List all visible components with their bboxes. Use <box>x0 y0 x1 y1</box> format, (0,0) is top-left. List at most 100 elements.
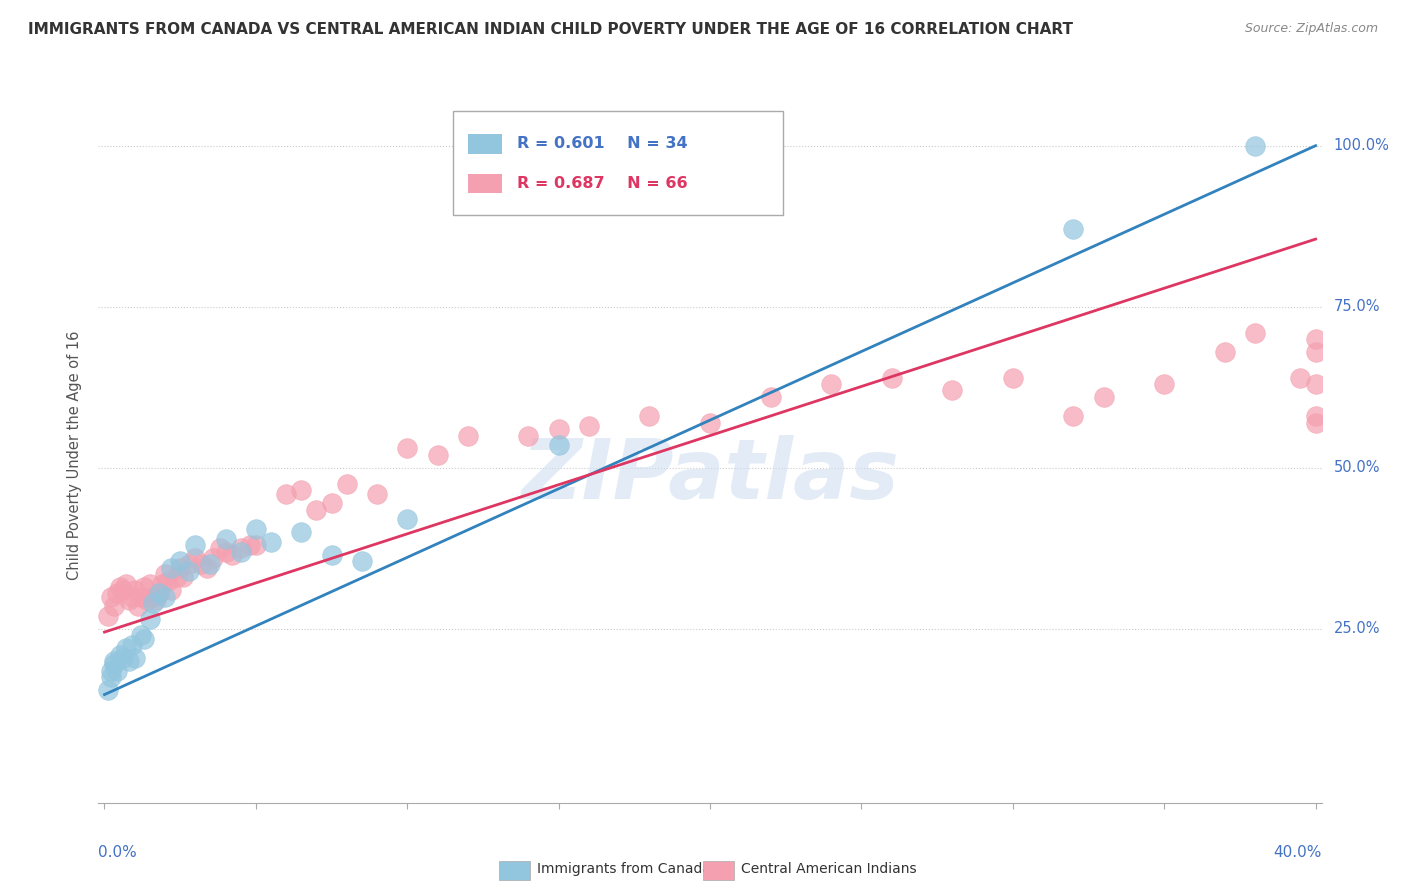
Point <box>1213 344 1236 359</box>
Point <box>202 551 225 566</box>
Text: Source: ZipAtlas.com: Source: ZipAtlas.com <box>1244 22 1378 36</box>
Point <box>321 496 343 510</box>
Point <box>396 442 419 456</box>
Point <box>179 564 201 578</box>
Point <box>350 554 373 568</box>
Point <box>172 570 194 584</box>
Point <box>880 370 903 384</box>
Point <box>200 558 222 572</box>
Point <box>426 448 449 462</box>
Point <box>111 651 134 665</box>
Point <box>148 586 170 600</box>
Point <box>103 599 125 614</box>
Point <box>184 538 207 552</box>
Point <box>148 586 170 600</box>
Point <box>1305 416 1327 430</box>
Text: Immigrants from Canada: Immigrants from Canada <box>537 862 711 876</box>
Point <box>290 483 312 498</box>
Point <box>132 580 155 594</box>
Point <box>547 438 569 452</box>
Point <box>157 574 180 588</box>
Point <box>1244 326 1267 340</box>
Text: IMMIGRANTS FROM CANADA VS CENTRAL AMERICAN INDIAN CHILD POVERTY UNDER THE AGE OF: IMMIGRANTS FROM CANADA VS CENTRAL AMERIC… <box>28 22 1073 37</box>
Point <box>100 664 122 678</box>
Point <box>396 512 419 526</box>
Text: Central American Indians: Central American Indians <box>741 862 917 876</box>
Point <box>184 551 207 566</box>
Point <box>105 664 128 678</box>
Point <box>1305 377 1327 392</box>
Y-axis label: Child Poverty Under the Age of 16: Child Poverty Under the Age of 16 <box>67 330 83 580</box>
Point <box>100 670 122 684</box>
Point <box>820 377 842 392</box>
FancyBboxPatch shape <box>468 134 502 153</box>
FancyBboxPatch shape <box>453 111 783 215</box>
Point <box>118 654 141 668</box>
Point <box>145 592 167 607</box>
Point <box>214 544 236 558</box>
Point <box>1305 332 1327 346</box>
Point <box>547 422 569 436</box>
Point <box>245 538 267 552</box>
Point <box>197 560 219 574</box>
Point <box>239 538 262 552</box>
FancyBboxPatch shape <box>468 174 502 194</box>
Point <box>321 548 343 562</box>
Point <box>305 502 328 516</box>
Point <box>941 384 963 398</box>
Text: 0.0%: 0.0% <box>98 845 138 860</box>
Point <box>142 590 165 604</box>
Text: 25.0%: 25.0% <box>1334 622 1381 636</box>
Text: 50.0%: 50.0% <box>1334 460 1381 475</box>
Point <box>1001 370 1024 384</box>
Point <box>150 576 173 591</box>
Point <box>160 583 183 598</box>
Point <box>96 683 118 698</box>
Point <box>190 558 212 572</box>
Point <box>169 554 191 568</box>
Point <box>336 476 359 491</box>
Point <box>96 609 118 624</box>
Point <box>124 651 146 665</box>
Point <box>153 567 176 582</box>
Point <box>127 599 149 614</box>
Point <box>166 570 188 584</box>
Point <box>103 654 125 668</box>
Point <box>105 586 128 600</box>
Point <box>153 590 176 604</box>
Point <box>578 419 600 434</box>
Point <box>100 590 122 604</box>
Point <box>121 638 143 652</box>
Point <box>457 428 479 442</box>
Point <box>1305 344 1327 359</box>
Text: R = 0.687    N = 66: R = 0.687 N = 66 <box>517 176 688 191</box>
Point <box>245 522 267 536</box>
Point <box>142 596 165 610</box>
Point <box>1244 138 1267 153</box>
Text: 100.0%: 100.0% <box>1334 138 1389 153</box>
Point <box>1062 409 1084 424</box>
Point <box>124 583 146 598</box>
Point <box>221 548 243 562</box>
Point <box>118 592 141 607</box>
Point <box>103 657 125 672</box>
Point <box>1289 370 1312 384</box>
Point <box>108 580 131 594</box>
Point <box>111 583 134 598</box>
Point <box>135 592 157 607</box>
Text: 75.0%: 75.0% <box>1334 299 1381 314</box>
Point <box>132 632 155 646</box>
Point <box>129 628 152 642</box>
Point <box>114 576 136 591</box>
Point <box>129 590 152 604</box>
Text: R = 0.601    N = 34: R = 0.601 N = 34 <box>517 136 688 152</box>
Point <box>229 541 252 556</box>
Text: 40.0%: 40.0% <box>1274 845 1322 860</box>
Point <box>366 486 388 500</box>
Point <box>139 612 162 626</box>
Point <box>290 525 312 540</box>
Point <box>759 390 782 404</box>
Point <box>139 576 162 591</box>
Point <box>160 560 183 574</box>
Point <box>699 416 721 430</box>
